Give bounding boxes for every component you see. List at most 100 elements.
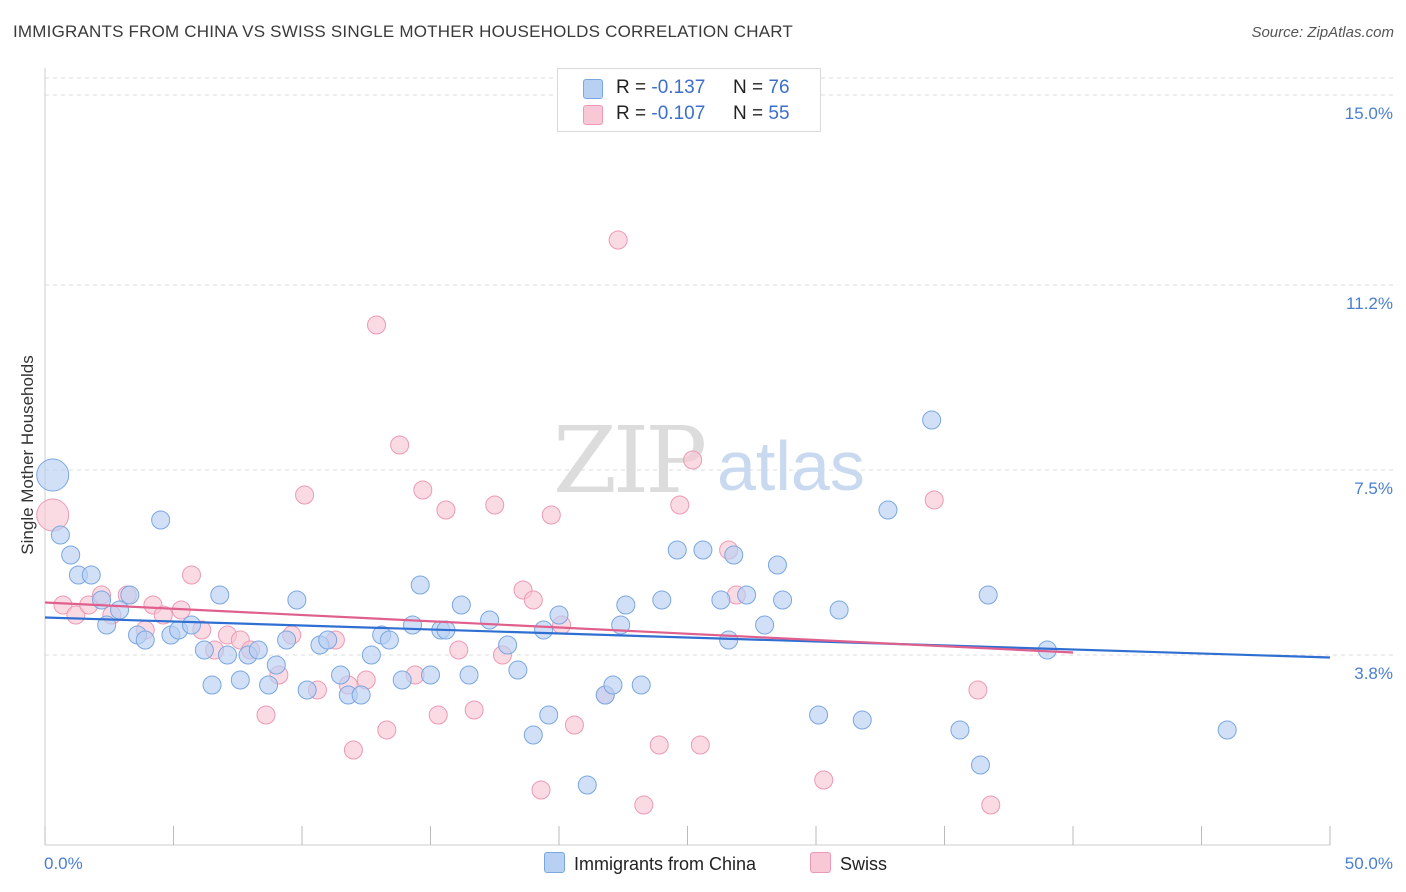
chart-title: IMMIGRANTS FROM CHINA VS SWISS SINGLE MO… bbox=[13, 22, 793, 41]
watermark-atlas: atlas bbox=[717, 427, 865, 505]
bottom-legend-swiss: Swiss bbox=[810, 852, 887, 875]
china-point bbox=[498, 635, 518, 655]
china-point bbox=[248, 640, 268, 660]
china-point bbox=[194, 640, 214, 660]
legend-n-label: N = bbox=[733, 77, 764, 98]
china-point bbox=[480, 610, 500, 630]
swiss-point bbox=[670, 495, 690, 515]
china-point bbox=[631, 675, 651, 695]
swiss-point bbox=[523, 590, 543, 610]
china-point bbox=[259, 675, 279, 695]
china-point bbox=[287, 590, 307, 610]
china-point bbox=[950, 720, 970, 740]
china-point bbox=[539, 705, 559, 725]
swiss-points bbox=[36, 230, 1001, 815]
grid-lines bbox=[45, 77, 1393, 656]
swiss-point bbox=[428, 705, 448, 725]
swiss-point bbox=[343, 740, 363, 760]
china-point bbox=[318, 630, 338, 650]
swiss-point bbox=[256, 705, 276, 725]
china-point bbox=[755, 615, 775, 635]
china-point bbox=[50, 525, 70, 545]
china-trend-line bbox=[44, 616, 1331, 659]
china-point bbox=[277, 630, 297, 650]
trend-lines bbox=[44, 601, 1331, 659]
china-point bbox=[410, 575, 430, 595]
china-point bbox=[523, 725, 543, 745]
china-point bbox=[724, 545, 744, 565]
china-point bbox=[652, 590, 672, 610]
legend-r-label: R = bbox=[616, 77, 647, 98]
china-point bbox=[534, 620, 554, 640]
watermark: ZIP atlas bbox=[553, 407, 865, 514]
swiss-point bbox=[367, 315, 387, 335]
china-point bbox=[451, 595, 471, 615]
swiss-point bbox=[449, 640, 469, 660]
swiss-point bbox=[413, 480, 433, 500]
china-point bbox=[36, 458, 70, 492]
china-point bbox=[297, 680, 317, 700]
swiss-trend-line bbox=[44, 601, 1074, 654]
china-point bbox=[603, 675, 623, 695]
legend-n-value: 76 bbox=[768, 77, 790, 98]
swiss-point bbox=[153, 605, 173, 625]
china-point bbox=[361, 645, 381, 665]
china-point bbox=[1217, 720, 1237, 740]
swiss-point bbox=[181, 565, 201, 585]
china-point bbox=[767, 555, 787, 575]
china-point bbox=[852, 710, 872, 730]
china-point bbox=[616, 595, 636, 615]
swiss-point bbox=[485, 495, 505, 515]
swiss-point bbox=[436, 500, 456, 520]
china-point bbox=[181, 615, 201, 635]
china-point bbox=[773, 590, 793, 610]
swiss-point bbox=[634, 795, 654, 815]
legend-swatch-blue bbox=[583, 79, 603, 99]
y-tick-label: 3.8% bbox=[1354, 664, 1393, 683]
china-point bbox=[878, 500, 898, 520]
x-tick-label: 50.0% bbox=[1345, 854, 1393, 873]
y-tick-label: 7.5% bbox=[1354, 479, 1393, 498]
swiss-point bbox=[53, 595, 73, 615]
swiss-point bbox=[541, 505, 561, 525]
swiss-point bbox=[968, 680, 988, 700]
china-point bbox=[421, 665, 440, 685]
legend-n-value: 55 bbox=[768, 103, 790, 124]
china-point bbox=[110, 600, 130, 620]
china-point bbox=[549, 605, 569, 625]
swiss-point bbox=[377, 720, 397, 740]
china-point bbox=[120, 585, 140, 605]
legend-r-value: -0.137 bbox=[651, 77, 706, 98]
swiss-point bbox=[814, 770, 834, 790]
bottom-legend-label: Immigrants from China bbox=[574, 854, 757, 874]
swiss-point bbox=[464, 700, 484, 720]
china-point bbox=[970, 755, 990, 775]
y-tick-label: 15.0% bbox=[1345, 104, 1393, 123]
x-tick-labels: 0.0% 50.0% bbox=[44, 854, 1393, 873]
china-point bbox=[403, 615, 423, 635]
china-point bbox=[135, 630, 155, 650]
china-point bbox=[61, 545, 81, 565]
china-point bbox=[392, 670, 412, 690]
axes bbox=[44, 68, 1331, 846]
swiss-point bbox=[531, 780, 551, 800]
y-tick-label: 11.2% bbox=[1346, 294, 1393, 313]
swiss-point bbox=[683, 450, 703, 470]
china-point bbox=[379, 630, 399, 650]
china-point bbox=[667, 540, 687, 560]
china-point bbox=[202, 675, 222, 695]
swiss-point bbox=[981, 795, 1001, 815]
swiss-point bbox=[608, 230, 628, 250]
swiss-point bbox=[390, 435, 410, 455]
bottom-legend-china: Immigrants from China bbox=[544, 852, 756, 875]
china-point bbox=[351, 685, 371, 705]
china-point bbox=[978, 585, 998, 605]
source-label: Source: ZipAtlas.com bbox=[1251, 24, 1394, 41]
china-point bbox=[151, 510, 171, 530]
bottom-legend-swatch-blue bbox=[544, 852, 565, 873]
china-point bbox=[217, 645, 237, 665]
china-point bbox=[266, 655, 286, 675]
china-point bbox=[693, 540, 713, 560]
china-point bbox=[711, 590, 731, 610]
china-point bbox=[737, 585, 757, 605]
